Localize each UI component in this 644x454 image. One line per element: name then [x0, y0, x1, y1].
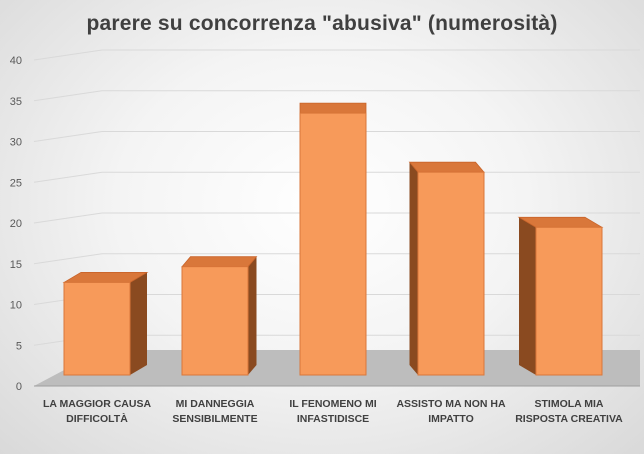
chart-title: parere su concorrenza "abusiva" (numeros… — [86, 12, 558, 35]
bar-top-face — [408, 161, 485, 173]
y-tick-label: 0 — [16, 381, 22, 393]
bar — [417, 171, 485, 376]
bar-top-face — [299, 102, 367, 114]
bar — [299, 112, 367, 376]
x-category-label: IMPATTO — [428, 413, 474, 425]
y-tick-label: 40 — [10, 55, 22, 67]
x-category-label: SENSIBILMENTE — [172, 413, 257, 425]
x-category-label: RISPOSTA CREATIVA — [515, 413, 623, 425]
bar-side-face — [409, 162, 418, 375]
y-tick-label: 15 — [10, 259, 22, 271]
bar-side-face — [519, 217, 536, 375]
bar-side-face — [248, 256, 257, 375]
x-category-label: STIMOLA MIA — [534, 398, 603, 410]
y-tick-label: 5 — [16, 340, 22, 352]
x-category-label: DIFFICOLTÀ — [66, 412, 128, 425]
bar-top-face — [181, 256, 258, 268]
x-category-label: INFASTIDISCE — [297, 413, 369, 425]
x-category-label: ASSISTO MA NON HA — [396, 398, 506, 410]
bar — [535, 226, 603, 376]
x-category-label: MI DANNEGGIA — [176, 398, 255, 410]
y-tick-label: 20 — [10, 218, 22, 230]
y-tick-label: 35 — [10, 96, 22, 108]
x-category-label: LA MAGGIOR CAUSA — [43, 398, 152, 410]
bar — [181, 266, 249, 376]
bar-side-face — [130, 272, 147, 375]
bar — [63, 281, 131, 376]
x-category-label: IL FENOMENO MI — [289, 398, 376, 410]
gridline — [33, 49, 640, 61]
y-tick-label: 25 — [10, 177, 22, 189]
gridline — [33, 90, 640, 102]
y-tick-label: 30 — [10, 137, 22, 149]
gridline — [33, 131, 640, 142]
y-tick-label: 10 — [10, 300, 22, 312]
